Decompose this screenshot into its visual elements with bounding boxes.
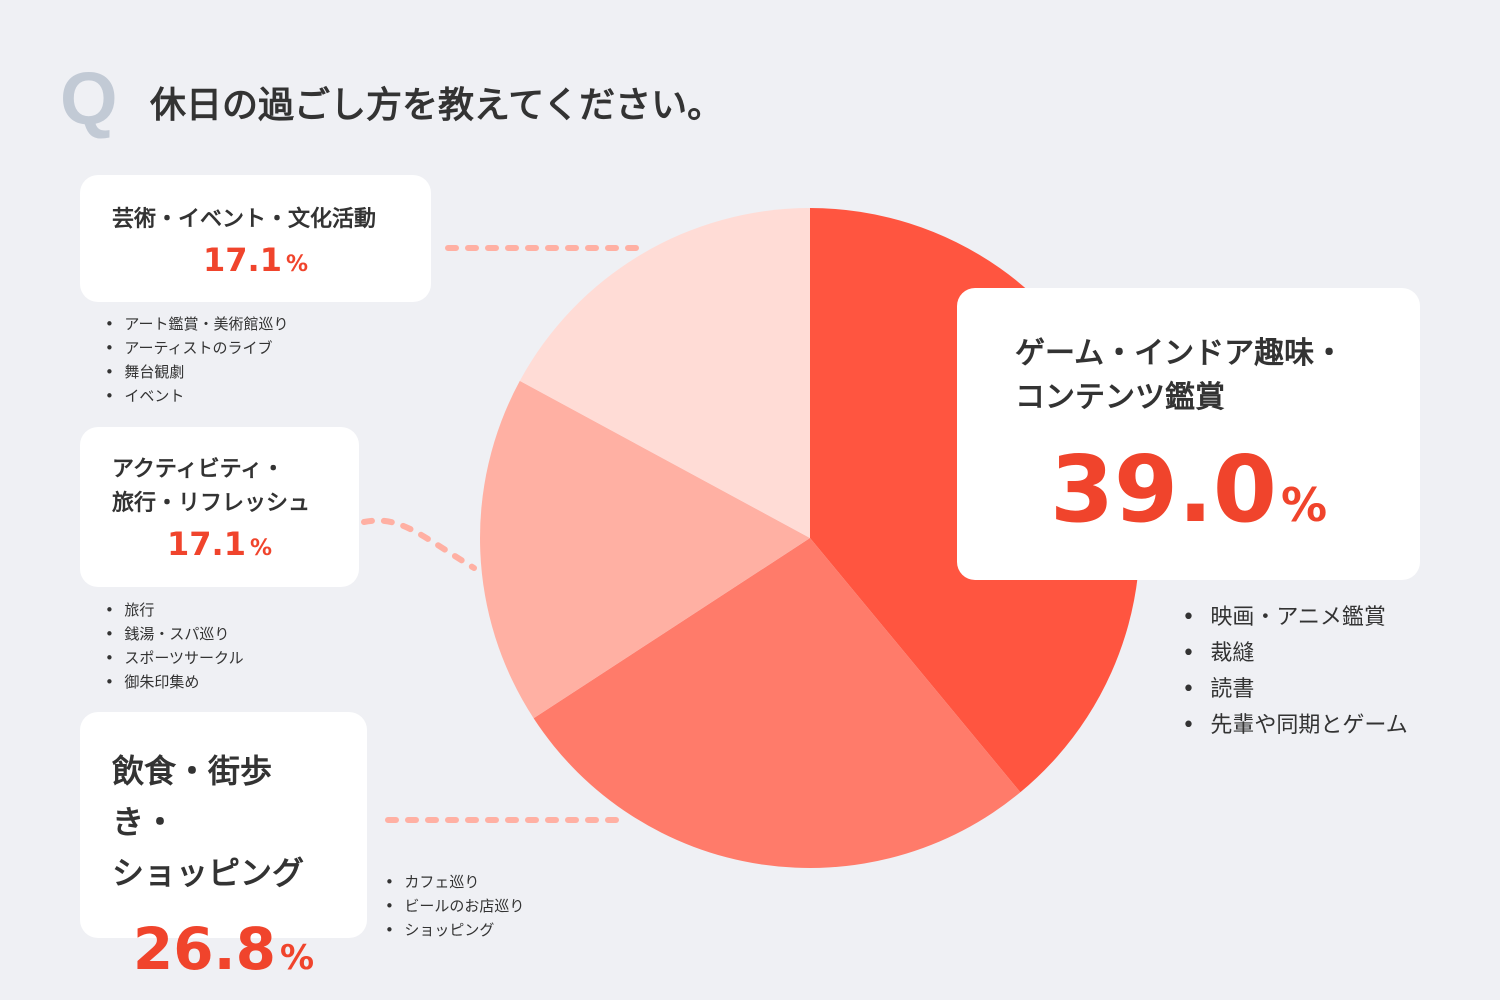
- detail-item: 映画・アニメ鑑賞: [1182, 600, 1408, 636]
- detail-item: 旅行: [105, 598, 244, 622]
- value-row: 39.0%: [1015, 439, 1362, 540]
- value-label: 39.0: [1049, 436, 1277, 543]
- card: 飲食・街歩き・ ショッピング 26.8%: [80, 712, 367, 980]
- pie-slice: [533, 538, 1021, 869]
- value-unit: %: [249, 536, 272, 562]
- leader-line: [361, 517, 477, 571]
- pie-slice: [480, 380, 810, 719]
- detail-item: スポーツサークル: [105, 646, 243, 670]
- pie-slice: [519, 208, 810, 538]
- detail-item: カフェ巡り: [385, 870, 524, 894]
- chart-title: 休日の過ごし方を教えてください。: [150, 85, 724, 126]
- value-unit: %: [285, 252, 308, 278]
- detail-item: ビールのお店巡り: [385, 894, 524, 918]
- detail-list: アート鑑賞・美術館巡りアーティストのライブ舞台観劇イベント: [105, 312, 288, 408]
- category-label: 飲食・街歩き・ ショッピング: [112, 752, 305, 893]
- value-unit: %: [280, 937, 315, 978]
- value-row: 17.1%: [112, 527, 327, 562]
- value-label: 17.1: [203, 241, 282, 280]
- category-label: ゲーム・インドア趣味・ コンテンツ鑑賞: [1015, 336, 1345, 415]
- detail-list: 映画・アニメ鑑賞裁縫読書先輩や同期とゲーム: [1182, 600, 1408, 744]
- question-icon: Q: [60, 57, 118, 140]
- detail-item: アーティストのライブ: [105, 336, 288, 360]
- card: 芸術・イベント・文化活動 17.1%: [80, 175, 431, 302]
- value-unit: %: [1280, 478, 1328, 532]
- detail-item: アート鑑賞・美術館巡り: [105, 312, 288, 336]
- detail-item: ショッピング: [385, 918, 524, 942]
- detail-item: 銭湯・スパ巡り: [105, 622, 244, 646]
- detail-item: 読書: [1182, 672, 1408, 708]
- card: ゲーム・インドア趣味・ コンテンツ鑑賞 39.0%: [957, 288, 1420, 580]
- detail-item: 舞台観劇: [105, 360, 288, 384]
- detail-item: 裁縫: [1182, 636, 1408, 672]
- category-label: 芸術・イベント・文化活動: [112, 207, 377, 232]
- category-label: アクティビティ・ 旅行・リフレッシュ: [112, 457, 311, 517]
- value-label: 17.1: [167, 525, 246, 564]
- detail-item: 御朱印集め: [105, 670, 244, 694]
- value-row: 26.8%: [112, 914, 335, 983]
- detail-item: 先輩や同期とゲーム: [1182, 708, 1407, 744]
- value-label: 26.8: [132, 914, 277, 983]
- detail-item: イベント: [105, 384, 288, 408]
- value-row: 17.1%: [112, 241, 399, 280]
- detail-list: 旅行銭湯・スパ巡りスポーツサークル御朱印集め: [105, 598, 244, 694]
- card: アクティビティ・ 旅行・リフレッシュ 17.1%: [80, 427, 359, 587]
- detail-list: カフェ巡りビールのお店巡りショッピング: [385, 870, 524, 942]
